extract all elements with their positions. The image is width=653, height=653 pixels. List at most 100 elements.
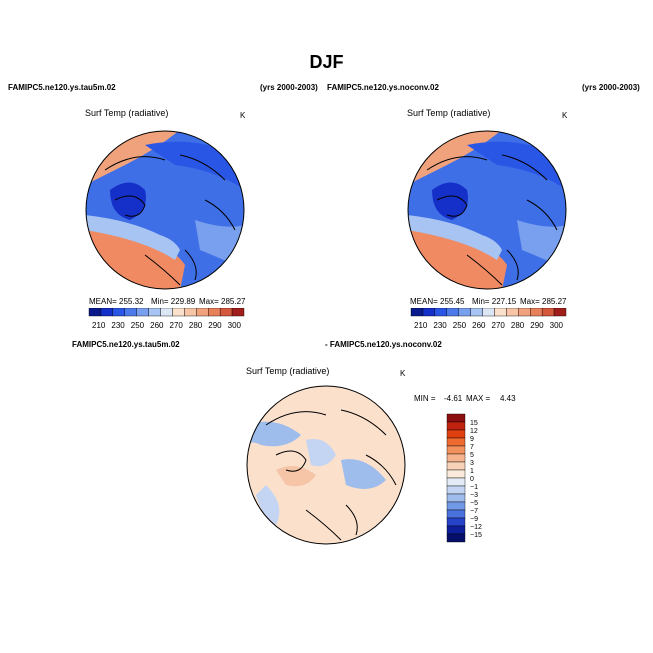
colorbar-swatch	[446, 509, 466, 519]
colorbar-swatch	[446, 445, 466, 455]
colorbar-swatch	[518, 308, 531, 317]
colorbar-tick-label: 300	[550, 321, 564, 330]
colorbar-tick-label: 7	[470, 444, 474, 451]
colorbar-tick-label: −12	[470, 524, 482, 531]
panel2-max: Max= 285.27	[520, 297, 567, 306]
colorbar-tick-label: −3	[470, 492, 478, 499]
case2-years: (yrs 2000-2003)	[582, 83, 640, 92]
panel3-min-value: -4.61	[444, 394, 463, 403]
colorbar-swatch	[172, 308, 185, 317]
coastlines	[265, 409, 397, 541]
map-fill-positive	[276, 466, 316, 487]
colorbar-swatch	[494, 308, 507, 317]
colorbar-tick-label: 280	[511, 321, 525, 330]
coastlines	[104, 154, 236, 286]
panel3-max-label: MAX =	[466, 394, 491, 403]
panel2-map	[407, 130, 567, 290]
colorbar-swatch	[136, 308, 149, 317]
panel1-max: Max= 285.27	[199, 297, 246, 306]
colorbar-tick-label: 9	[470, 436, 474, 443]
colorbar-tick-label: 270	[170, 321, 184, 330]
colorbar-swatch	[446, 501, 466, 511]
colorbar-tick-label: −7	[470, 508, 478, 515]
map-fill-negative	[341, 459, 386, 489]
colorbar-swatch	[446, 485, 466, 495]
coastlines	[426, 154, 558, 286]
colorbar-tick-label: 290	[530, 321, 544, 330]
colorbar-swatch	[446, 493, 466, 503]
colorbar-tick-label: 210	[92, 321, 106, 330]
panel1-min: Min= 229.89	[151, 297, 196, 306]
colorbar-swatch	[470, 308, 483, 317]
map-fill-negative-light	[256, 485, 280, 525]
colorbar-swatch	[506, 308, 519, 317]
colorbar-swatch	[553, 308, 567, 317]
map-fill-greenland	[110, 182, 146, 220]
map-fill-transition	[86, 215, 180, 260]
panel1-title: Surf Temp (radiative)	[85, 108, 169, 118]
panel1-mean: MEAN= 255.32	[89, 297, 144, 306]
colorbar-tick-label: 230	[433, 321, 447, 330]
case2-label: FAMIPC5.ne120.ys.noconv.02	[327, 83, 439, 92]
colorbar-swatch	[482, 308, 495, 317]
colorbar-swatch	[148, 308, 161, 317]
colorbar-tick-label: −1	[470, 484, 478, 491]
colorbar-tick-label: 260	[150, 321, 164, 330]
colorbar-tick-label: 260	[472, 321, 486, 330]
colorbar-swatch	[446, 533, 466, 543]
colorbar-swatch	[446, 437, 466, 447]
colorbar-tick-label: 210	[414, 321, 428, 330]
map-border	[407, 130, 567, 290]
diff-case-left: FAMIPC5.ne120.ys.tau5m.02	[72, 340, 180, 349]
map-border	[85, 130, 245, 290]
colorbar-tick-label: 280	[189, 321, 203, 330]
colorbar-tick-label: −9	[470, 516, 478, 523]
panel3-min-label: MIN =	[414, 394, 436, 403]
colorbar-tick-label: 15	[470, 420, 478, 427]
colorbar-swatch	[446, 308, 459, 317]
colorbar-tick-label: 250	[453, 321, 467, 330]
panel2-colorbar: 210 230 250 260 270 280 290 300	[410, 308, 567, 330]
colorbar-tick-label: 3	[470, 460, 474, 467]
colorbar-swatch	[446, 429, 466, 439]
colorbar-swatch	[231, 308, 245, 317]
colorbar-swatch	[196, 308, 209, 317]
colorbar-swatch	[410, 308, 424, 317]
panel2-units: K	[562, 111, 568, 120]
map-border	[246, 385, 406, 545]
colorbar-swatch	[160, 308, 173, 317]
colorbar-swatch	[446, 477, 466, 487]
colorbar-swatch	[208, 308, 221, 317]
colorbar-swatch	[446, 469, 466, 479]
colorbar-swatch	[434, 308, 447, 317]
colorbar-swatch	[446, 517, 466, 527]
case1-years: (yrs 2000-2003)	[260, 83, 318, 92]
colorbar-swatch	[446, 413, 466, 423]
panel3-title: Surf Temp (radiative)	[246, 366, 330, 376]
panel2-mean: MEAN= 255.45	[410, 297, 465, 306]
panel3-units: K	[400, 369, 406, 378]
colorbar-swatch	[530, 308, 543, 317]
colorbar-swatch	[112, 308, 125, 317]
colorbar-tick-label: 12	[470, 428, 478, 435]
panel1-units: K	[240, 111, 246, 120]
panel1-colorbar: 210 230 250 260 270 280 290 300	[88, 308, 245, 330]
colorbar-tick-label: 290	[208, 321, 222, 330]
colorbar-swatch	[541, 308, 555, 317]
colorbar-tick-label: 300	[228, 321, 242, 330]
colorbar-tick-label: 270	[492, 321, 506, 330]
colorbar-tick-label: 1	[470, 468, 474, 475]
page-title: DJF	[309, 52, 344, 72]
colorbar-tick-label: 0	[470, 476, 474, 483]
colorbar-swatch	[100, 308, 114, 317]
colorbar-swatch	[184, 308, 197, 317]
colorbar-swatch	[88, 308, 102, 317]
panel2-min: Min= 227.15	[472, 297, 517, 306]
colorbar-swatch	[458, 308, 471, 317]
colorbar-swatch	[219, 308, 233, 317]
colorbar-swatch	[446, 453, 466, 463]
colorbar-swatch	[422, 308, 436, 317]
panel2-title: Surf Temp (radiative)	[407, 108, 491, 118]
panel3-max-value: 4.43	[500, 394, 516, 403]
